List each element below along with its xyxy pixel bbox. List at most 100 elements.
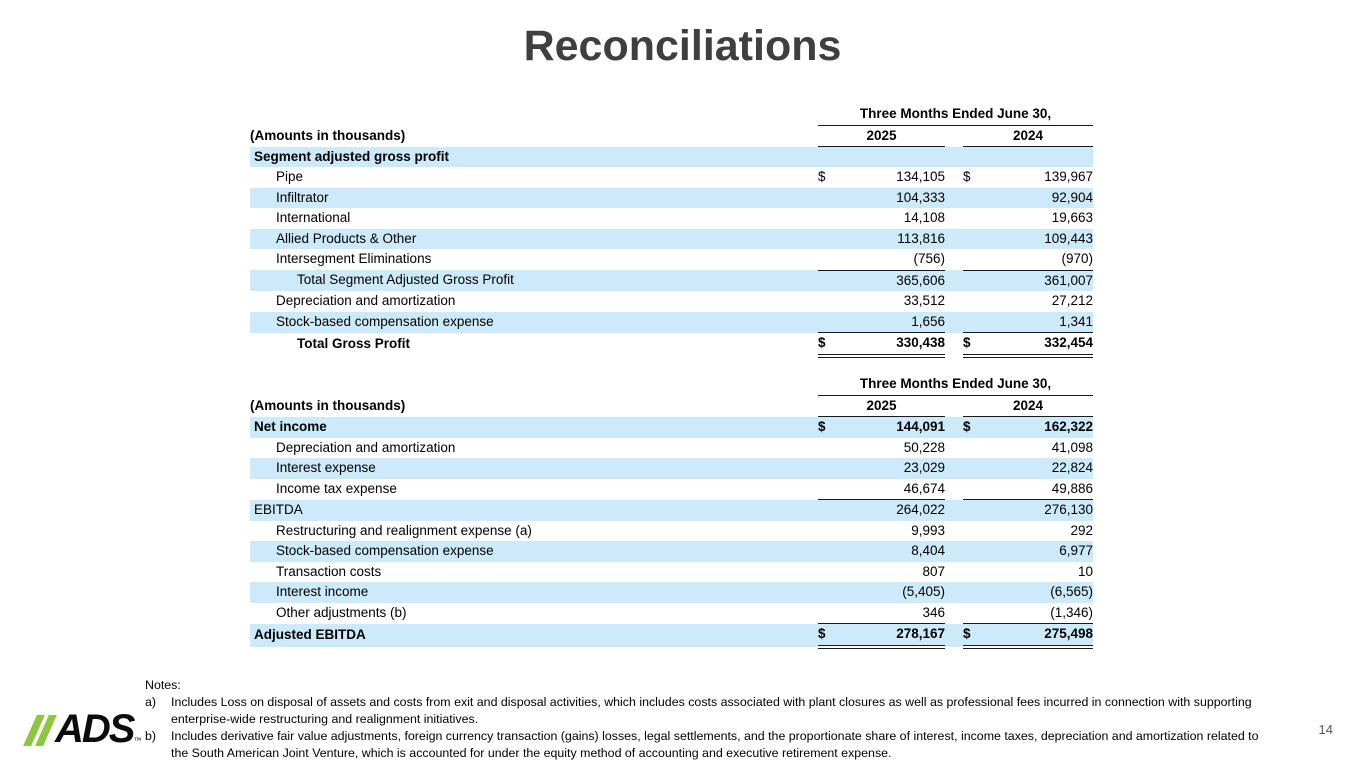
value-2024: 109,443 <box>995 228 1094 249</box>
row-label: Depreciation and amortization <box>276 293 456 308</box>
dollar-sign-2024 <box>963 208 995 229</box>
year-2024-header: 2024 <box>963 125 1094 147</box>
dollar-sign-2024 <box>963 146 995 167</box>
dollar-sign-2024 <box>963 249 995 271</box>
column-gap <box>945 479 963 500</box>
value-2025: 144,091 <box>848 416 945 438</box>
value-2024: 19,663 <box>1051 210 1094 225</box>
value-2024: 49,886 <box>995 478 1094 500</box>
column-gap <box>945 125 963 147</box>
dollar-sign-2025 <box>818 521 848 542</box>
table-row: Depreciation and amortization 50,228 41,09… <box>250 438 1093 459</box>
row-label: Pipe <box>276 169 304 184</box>
dollar-sign-2025 <box>818 541 848 562</box>
dollar-sign-2024 <box>963 311 995 333</box>
dollar-sign-2024: $ <box>963 623 995 649</box>
value-2025: 278,167 <box>848 623 945 649</box>
row-label: Adjusted EBITDA <box>250 623 818 647</box>
column-gap <box>945 167 963 188</box>
value-2025: 1,656 <box>848 311 945 333</box>
row-label: Restructuring and realignment expense (a… <box>276 522 532 538</box>
table-row: Intersegment Eliminations (756) (970) <box>250 249 1094 271</box>
value-2025: (756) <box>848 249 945 271</box>
column-gap <box>945 146 963 167</box>
page-title: Reconciliations <box>523 22 842 70</box>
value-2025: 365,606 <box>848 270 945 291</box>
value-2024: 139,967 <box>1044 169 1094 184</box>
dollar-sign-2024 <box>963 521 995 542</box>
column-gap <box>945 249 963 270</box>
notes-section: Notes: a) Includes Loss on disposal of as… <box>145 677 1270 762</box>
adjusted-ebitda-reconciliation-table: Three Months Ended June 30, (Amounts in t… <box>250 374 1094 649</box>
dollar-sign-2024: $ <box>963 332 995 358</box>
dollar-sign-2025 <box>818 146 848 167</box>
value-2025: 113,816 <box>848 228 945 249</box>
year-2025-header: 2025 <box>818 395 945 417</box>
dollar-sign-2024 <box>963 582 995 603</box>
row-label: Stock-based compensation expense <box>250 541 818 562</box>
column-gap <box>945 395 963 417</box>
note-text: Includes derivative fair value adjustmen… <box>171 728 1259 760</box>
dollar-sign-2024: $ <box>963 169 971 184</box>
table-row: Restructuring and realignment expense (a… <box>250 521 1093 542</box>
table-row: Income tax expense 46,674 49,886 <box>250 478 1094 500</box>
note-item: a) Includes Loss on disposal of assets an… <box>145 694 1270 728</box>
dollar-sign-2024: $ <box>963 416 995 438</box>
dollar-sign-2025 <box>818 438 848 459</box>
dollar-sign-2025 <box>818 602 848 624</box>
dollar-sign-2025 <box>818 270 848 291</box>
table-row: Total Segment Adjusted Gross Profit 365,6… <box>250 270 1094 291</box>
dollar-sign-2024 <box>963 602 995 624</box>
note-text: Includes Loss on disposal of assets and … <box>171 694 1252 726</box>
dollar-sign-2025 <box>818 208 848 229</box>
column-gap <box>945 541 963 562</box>
column-gap <box>945 333 963 356</box>
gross-profit-reconciliation-table: Three Months Ended June 30, (Amounts in t… <box>250 104 1094 358</box>
value-2024: 6,977 <box>995 541 1094 562</box>
notes-heading: Notes: <box>145 678 181 692</box>
row-label: Stock-based compensation expense <box>250 311 818 333</box>
value-2024: (970) <box>995 249 1094 271</box>
logo-text: ADS <box>55 707 135 751</box>
row-label: Depreciation and amortization <box>276 439 456 455</box>
value-2025: 264,022 <box>848 499 945 521</box>
row-label: Segment adjusted gross profit <box>250 146 818 167</box>
column-gap <box>945 438 963 459</box>
value-2024: (1,346) <box>995 602 1094 624</box>
trademark-symbol: ™ <box>133 736 142 745</box>
value-2024: 22,824 <box>995 458 1094 479</box>
year-2024-header: 2024 <box>963 395 1094 417</box>
column-gap <box>945 603 963 624</box>
table-row: Segment adjusted gross profit <box>250 146 1094 167</box>
table-header-period-row: Three Months Ended June 30, <box>250 104 1094 126</box>
dollar-sign-2024 <box>963 541 995 562</box>
dollar-sign-2024 <box>963 562 995 583</box>
row-label: Allied Products & Other <box>250 228 818 249</box>
table-row: Depreciation and amortization 33,512 27,21… <box>250 291 1093 312</box>
table-row: Adjusted EBITDA $278,167 $275,498 <box>250 623 1094 649</box>
dollar-sign-2024 <box>963 291 995 312</box>
value-2025: 807 <box>922 563 945 579</box>
value-2025: 46,674 <box>848 478 945 500</box>
table-header-years-row: (Amounts in thousands) 2025 2024 <box>250 125 1094 147</box>
year-2025-header: 2025 <box>818 125 945 147</box>
row-label: Total Segment Adjusted Gross Profit <box>250 270 818 291</box>
dollar-sign-2025 <box>818 187 848 208</box>
column-gap <box>945 270 963 291</box>
dollar-sign-2024 <box>963 270 995 291</box>
value-2025: 9,993 <box>911 522 945 538</box>
value-2024: 361,007 <box>995 270 1094 291</box>
page-number: 14 <box>1318 722 1333 737</box>
column-gap <box>945 228 963 249</box>
amounts-in-thousands-label: (Amounts in thousands) <box>250 127 406 143</box>
value-2024: 275,498 <box>995 623 1094 649</box>
table-row: Interest income (5,405) (6,565) <box>250 582 1094 603</box>
row-label: Other adjustments (b) <box>276 604 407 620</box>
dollar-sign-2025 <box>818 291 848 312</box>
table-row: Net income $144,091 $162,322 <box>250 416 1094 438</box>
table-header-period-row: Three Months Ended June 30, <box>250 374 1094 396</box>
notes-list: a) Includes Loss on disposal of assets an… <box>145 694 1270 762</box>
table-row: Interest expense 23,029 22,824 <box>250 458 1094 479</box>
value-2025: 14,108 <box>903 210 945 225</box>
dollar-sign-2025 <box>818 499 848 521</box>
